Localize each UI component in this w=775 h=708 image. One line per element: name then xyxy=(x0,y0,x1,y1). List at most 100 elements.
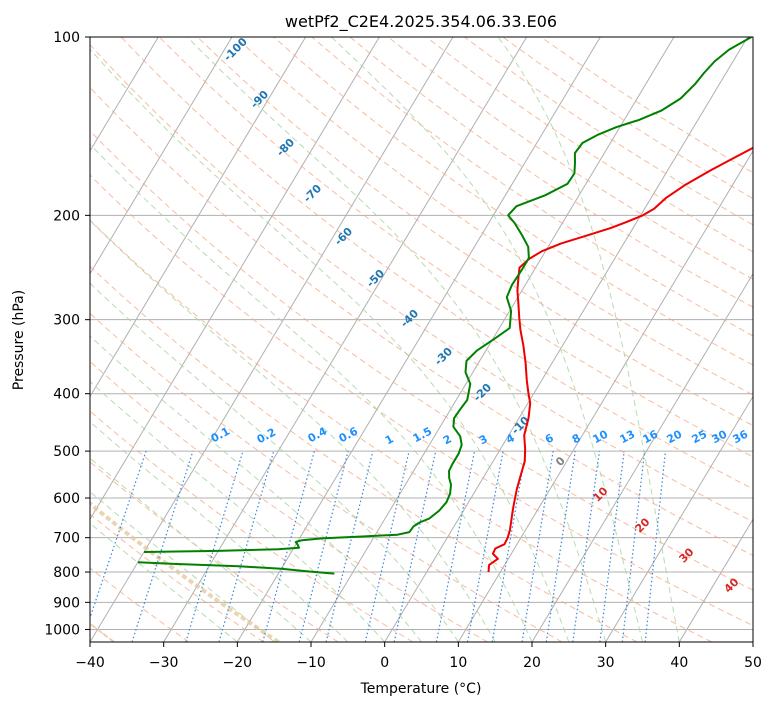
mixing-ratio-line xyxy=(298,450,349,642)
mixing-ratio-line xyxy=(218,450,275,642)
dry-adiabat xyxy=(273,37,753,366)
dewpoint-profile xyxy=(137,561,335,575)
dewpoint-profile xyxy=(143,37,752,553)
dry-adiabat xyxy=(540,37,753,174)
x-tick-label: −30 xyxy=(149,655,179,671)
y-tick-label: 800 xyxy=(53,565,80,581)
plot-frame xyxy=(89,36,754,643)
y-tick-label: 300 xyxy=(53,313,80,329)
mixing-ratio-line xyxy=(621,451,646,642)
x-tick-label: 40 xyxy=(670,655,688,671)
mixing-ratio-label: 0.1 xyxy=(209,425,232,446)
y-tick-label: 1000 xyxy=(44,622,80,638)
mixing-ratio-label: 16 xyxy=(641,427,661,446)
moist-adiabat xyxy=(497,37,680,642)
dry-adiabat xyxy=(90,513,264,642)
dry-adiabat-label: -40 xyxy=(398,307,421,330)
y-tick-label: 200 xyxy=(53,208,80,224)
dry-adiabat xyxy=(90,312,563,642)
mixing-ratio-line xyxy=(599,451,625,642)
moist-adiabat xyxy=(90,421,349,642)
mixing-ratio-line xyxy=(90,450,147,620)
x-tick-label: −40 xyxy=(75,655,105,671)
x-tick-label: −20 xyxy=(223,655,253,671)
y-tick-label: 100 xyxy=(53,30,80,46)
dry-adiabat-label: -60 xyxy=(332,225,355,248)
dry-adiabat xyxy=(387,37,753,280)
mixing-ratio-line xyxy=(185,450,244,642)
x-axis-label: Temperature (°C) xyxy=(360,681,482,697)
dry-adiabat xyxy=(235,37,753,396)
dry-adiabat xyxy=(90,360,488,642)
moist-adiabat xyxy=(90,381,386,642)
moist-adiabat xyxy=(90,457,312,642)
isotherm-line xyxy=(457,149,753,642)
isotherm-line xyxy=(90,37,233,275)
mixing-ratio-line xyxy=(435,450,476,642)
isotherm-line xyxy=(752,641,753,642)
y-axis: 100 200 300 400 500 600 700 800 900 1000 xyxy=(44,30,90,638)
dry-adiabat-label: -100 xyxy=(221,35,250,64)
dry-adiabat-label: 40 xyxy=(722,575,742,595)
mixing-ratio-line xyxy=(572,451,601,642)
mixing-ratio-label: 8 xyxy=(570,431,583,446)
mixing-ratio-label: 0.4 xyxy=(306,424,330,445)
mixing-ratio-label: 36 xyxy=(731,427,751,446)
moist-adiabat xyxy=(330,37,643,642)
dry-adiabat xyxy=(426,37,753,253)
moist-adiabat xyxy=(90,48,570,642)
temperature-profile xyxy=(487,146,753,573)
isotherm-line xyxy=(163,37,528,642)
y-tick-label: 700 xyxy=(53,531,80,547)
x-tick-label: 0 xyxy=(380,655,389,671)
dry-adiabat-label: -70 xyxy=(301,182,324,205)
isotherm-line xyxy=(531,272,753,642)
isotherm-line xyxy=(0,37,11,642)
moist-adiabat xyxy=(90,282,459,642)
y-tick-label: 600 xyxy=(53,491,80,507)
mixing-ratio-label: 1 xyxy=(383,432,396,447)
mixing-ratio-line xyxy=(545,451,576,642)
moist-adiabat xyxy=(186,37,607,642)
dry-adiabat xyxy=(311,37,753,337)
mixing-ratio-line xyxy=(491,450,527,642)
dry-adiabat-label: 0 xyxy=(553,454,568,469)
dry-adiabat xyxy=(90,567,190,642)
dry-adiabat-label: 30 xyxy=(677,545,697,565)
mixing-ratio-label: 13 xyxy=(618,428,638,447)
isotherm-line xyxy=(90,37,307,398)
isotherm-line xyxy=(605,395,753,642)
x-tick-label: 20 xyxy=(523,655,541,671)
x-tick-label: 10 xyxy=(449,655,467,671)
mixing-ratio-label: 3 xyxy=(477,432,490,447)
profiles xyxy=(137,37,753,575)
isopleth-labels: 0.1 0.2 0.4 0.6 1 1.5 2 3 4 6 8 10 13 16 20 25 30 36-100-… xyxy=(209,35,751,596)
mixing-ratio-line xyxy=(466,450,504,642)
mixing-ratio-label: 25 xyxy=(690,428,710,447)
x-tick-label: 50 xyxy=(744,655,762,671)
dry-adiabat xyxy=(90,219,712,642)
dry-adiabat xyxy=(158,37,753,458)
mixing-ratio-line xyxy=(393,450,437,642)
mixing-ratio-label: 20 xyxy=(665,427,685,446)
dry-adiabat xyxy=(90,174,753,627)
background-lines xyxy=(0,37,753,642)
isotherm-line xyxy=(90,37,454,642)
dry-adiabat xyxy=(349,37,753,308)
mixing-ratio-line xyxy=(521,451,554,642)
dry-adiabat xyxy=(90,265,638,642)
dry-adiabat-label: 20 xyxy=(633,515,653,535)
y-axis-label: Pressure (hPa) xyxy=(11,290,27,390)
dry-adiabat xyxy=(197,37,753,427)
dry-adiabat-label: -90 xyxy=(248,88,271,111)
dry-adiabat-label: -20 xyxy=(471,381,494,404)
reference-curve xyxy=(90,501,280,642)
isotherm-line xyxy=(384,37,749,642)
mixing-ratio-line xyxy=(325,450,374,642)
dry-adiabat xyxy=(120,37,753,490)
x-axis: −40 −30 −20 −10 0 10 20 30 40 50 xyxy=(75,642,762,671)
isotherm-line xyxy=(90,37,159,152)
y-tick-label: 900 xyxy=(53,595,80,611)
mixing-ratio-line xyxy=(364,450,410,642)
